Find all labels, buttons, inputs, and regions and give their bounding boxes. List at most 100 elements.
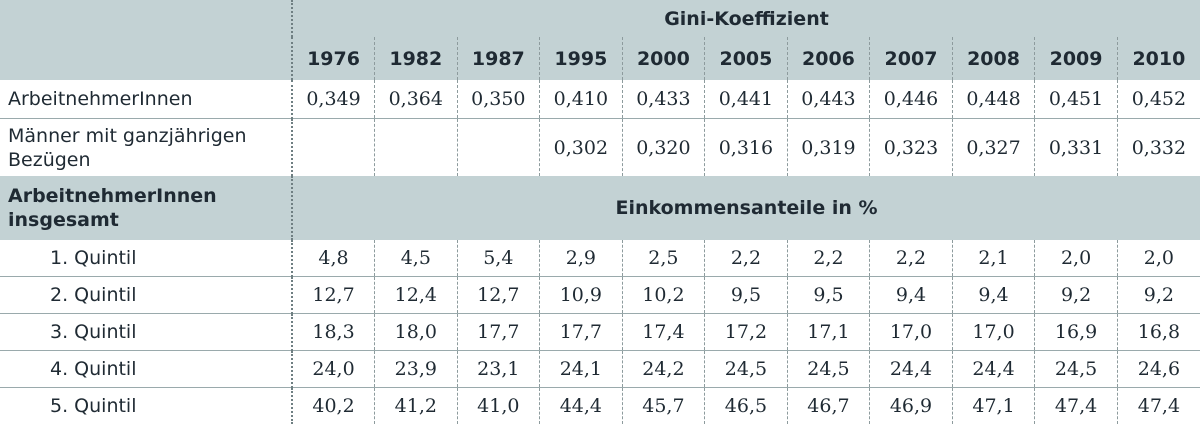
- row-label: 2. Quintil: [0, 276, 292, 314]
- table-cell: 2,0: [1034, 240, 1118, 277]
- table-cell: 46,7: [786, 387, 870, 424]
- table-cell: 9,4: [951, 276, 1035, 314]
- table-row: Männer mit ganzjährigen Bezügen 0,302 0,…: [0, 118, 1200, 176]
- table-cell: 0,433: [621, 80, 705, 119]
- table-cell: 16,9: [1034, 313, 1118, 351]
- table-cell: 10,9: [539, 276, 623, 314]
- table-cell: 0,410: [539, 80, 623, 119]
- year-header: 2000: [621, 37, 705, 80]
- table-cell: 12,7: [291, 276, 375, 314]
- table-cell: 9,2: [1034, 276, 1118, 314]
- table-cell: 2,2: [869, 240, 953, 277]
- table-cell: 0,448: [951, 80, 1035, 119]
- table-cell: 2,5: [621, 240, 705, 277]
- row-label: ArbeitnehmerInnen: [0, 80, 292, 119]
- table-row: 3. Quintil 18,3 18,0 17,7 17,7 17,4 17,2…: [0, 313, 1200, 351]
- year-header: 2007: [869, 37, 953, 80]
- table-cell: 0,350: [456, 80, 540, 119]
- table-row: ArbeitnehmerInnen 0,349 0,364 0,350 0,41…: [0, 80, 1200, 119]
- table-cell: 9,5: [786, 276, 870, 314]
- table-cell: 12,7: [456, 276, 540, 314]
- year-header: 2008: [951, 37, 1035, 80]
- table-cell: 24,5: [786, 350, 870, 388]
- table-row: 1. Quintil 4,8 4,5 5,4 2,9 2,5 2,2 2,2 2…: [0, 240, 1200, 277]
- table-cell: 0,364: [374, 80, 458, 119]
- table-cell: 12,4: [374, 276, 458, 314]
- table-cell: 24,0: [291, 350, 375, 388]
- table-cell: 9,2: [1116, 276, 1200, 314]
- table-cell: 2,2: [704, 240, 788, 277]
- table-cell: 46,9: [869, 387, 953, 424]
- table-cell: 41,2: [374, 387, 458, 424]
- table-cell: 9,5: [704, 276, 788, 314]
- table-cell: 17,7: [539, 313, 623, 351]
- table-cell: 0,441: [704, 80, 788, 119]
- table-cell: 17,7: [456, 313, 540, 351]
- table-cell: 0,320: [621, 118, 705, 176]
- table-cell: 45,7: [621, 387, 705, 424]
- year-header: 2010: [1116, 37, 1200, 80]
- table-cell: 47,1: [951, 387, 1035, 424]
- year-header-row: 1976 1982 1987 1995 2000 2005 2006 2007 …: [0, 37, 1200, 80]
- table-cell: 0,327: [951, 118, 1035, 176]
- table-cell: 0,443: [786, 80, 870, 119]
- row-label: 4. Quintil: [0, 350, 292, 388]
- year-header: 2006: [786, 37, 870, 80]
- year-header: 2009: [1034, 37, 1118, 80]
- table-cell: 24,4: [869, 350, 953, 388]
- table-cell: 0,302: [539, 118, 623, 176]
- table-cell: 2,1: [951, 240, 1035, 277]
- table-cell: 46,5: [704, 387, 788, 424]
- table-cell: 4,5: [374, 240, 458, 277]
- table-cell: 10,2: [621, 276, 705, 314]
- table-cell: 24,5: [1034, 350, 1118, 388]
- table-row: 5. Quintil 40,2 41,2 41,0 44,4 45,7 46,5…: [0, 387, 1200, 424]
- table-cell: 24,1: [539, 350, 623, 388]
- table-cell: 23,1: [456, 350, 540, 388]
- table-cell: 16,8: [1116, 313, 1200, 351]
- row-label: 1. Quintil: [0, 240, 292, 277]
- table-cell: 0,349: [291, 80, 375, 119]
- row-label: Männer mit ganzjährigen Bezügen: [0, 118, 292, 176]
- table-cell: 40,2: [291, 387, 375, 424]
- table-cell: 24,2: [621, 350, 705, 388]
- table-cell: 23,9: [374, 350, 458, 388]
- table-cell: 9,4: [869, 276, 953, 314]
- table-cell: 17,1: [786, 313, 870, 351]
- table-cell: 0,323: [869, 118, 953, 176]
- table-row: 4. Quintil 24,0 23,9 23,1 24,1 24,2 24,5…: [0, 350, 1200, 388]
- income-distribution-table: Gini-Koeffizient 1976 1982 1987 1995 200…: [0, 0, 1200, 424]
- table-cell: 5,4: [456, 240, 540, 277]
- table-cell: 17,4: [621, 313, 705, 351]
- table-cell: 17,2: [704, 313, 788, 351]
- header-corner-cell: [0, 0, 292, 37]
- row-label: 3. Quintil: [0, 313, 292, 351]
- table-cell: [456, 118, 540, 176]
- table-cell: [291, 118, 375, 176]
- year-header: 2005: [704, 37, 788, 80]
- table-cell: 18,0: [374, 313, 458, 351]
- table-cell: 0,331: [1034, 118, 1118, 176]
- shares-title: Einkommensanteile in %: [291, 176, 1200, 240]
- table-cell: 47,4: [1034, 387, 1118, 424]
- table-cell: 17,0: [869, 313, 953, 351]
- table-cell: 0,319: [786, 118, 870, 176]
- shares-section-label: ArbeitnehmerInnen insgesamt: [0, 176, 292, 240]
- year-header: 1982: [374, 37, 458, 80]
- shares-header-row: ArbeitnehmerInnen insgesamt Einkommensan…: [0, 176, 1200, 240]
- row-label: 5. Quintil: [0, 387, 292, 424]
- year-header: 1995: [539, 37, 623, 80]
- table-cell: 0,446: [869, 80, 953, 119]
- table-cell: 0,316: [704, 118, 788, 176]
- table-cell: 24,6: [1116, 350, 1200, 388]
- table-cell: 4,8: [291, 240, 375, 277]
- table-cell: 2,9: [539, 240, 623, 277]
- year-header-corner-cell: [0, 37, 292, 80]
- table-cell: [374, 118, 458, 176]
- table-cell: 0,452: [1116, 80, 1200, 119]
- gini-title-row: Gini-Koeffizient: [0, 0, 1200, 37]
- table-cell: 47,4: [1116, 387, 1200, 424]
- gini-title: Gini-Koeffizient: [291, 0, 1200, 37]
- table-cell: 2,2: [786, 240, 870, 277]
- table-cell: 24,4: [951, 350, 1035, 388]
